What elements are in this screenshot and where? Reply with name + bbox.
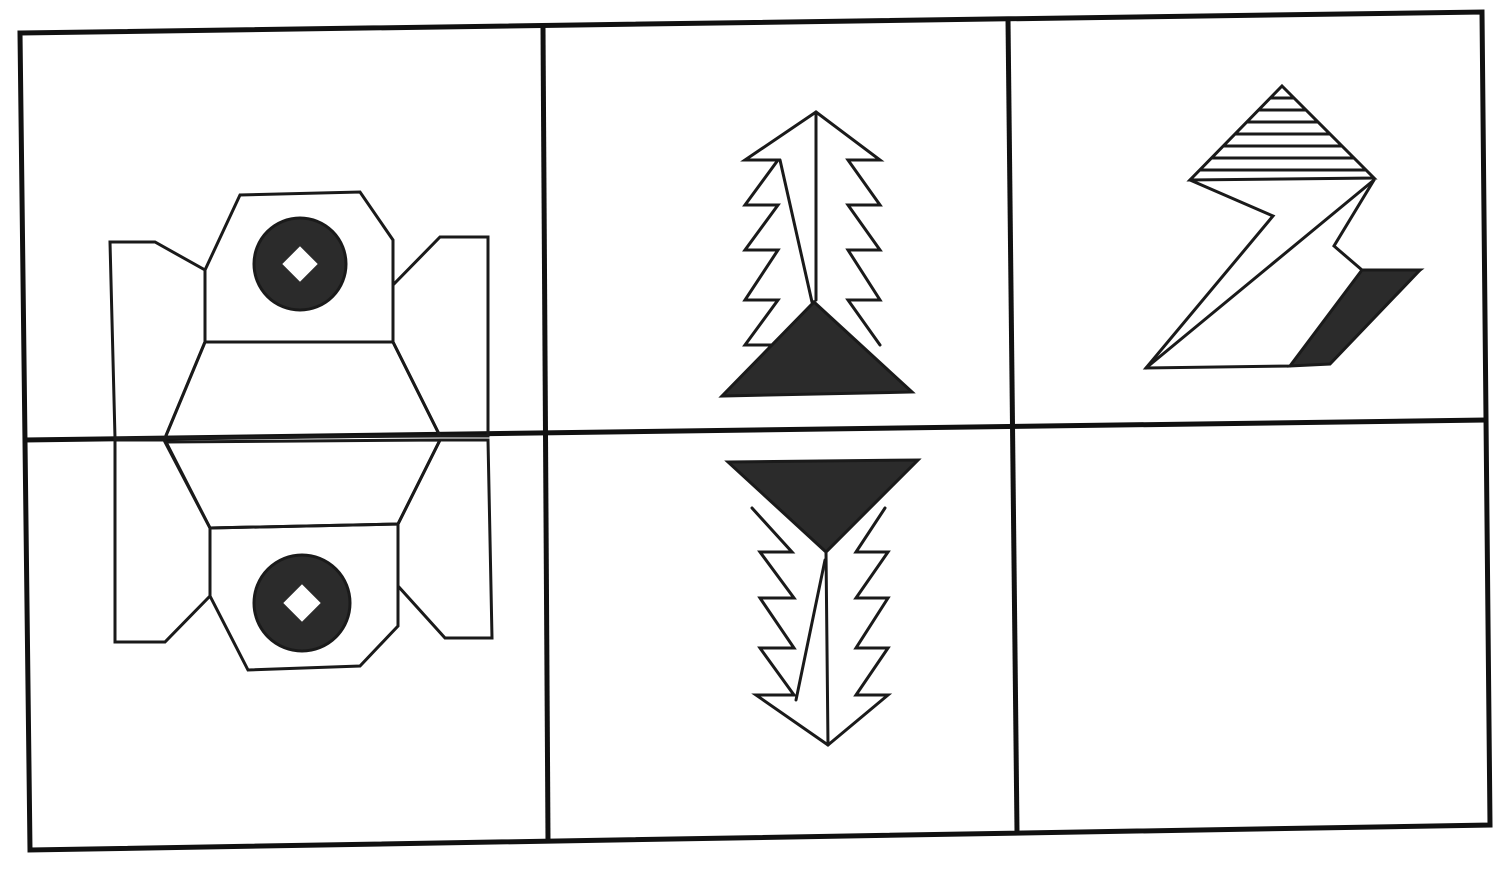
cell-r1c1-robot-top	[108, 190, 490, 440]
fern-right-zigzag-mirrored	[826, 506, 893, 747]
cell-r1c2-fern	[718, 110, 916, 398]
fern-left-zigzag	[740, 110, 818, 347]
robot-eye-diamond	[282, 246, 318, 282]
fern-solid-triangle-top	[724, 458, 922, 555]
bolt-diagonal	[1144, 178, 1376, 370]
robot-left-panel	[108, 240, 207, 440]
fern-left-diagonal	[778, 158, 814, 304]
fern-stem-mirrored	[824, 550, 830, 747]
cell-r1c3-bolt	[1142, 83, 1425, 370]
fern-right-diagonal-mirrored	[794, 558, 827, 702]
robot-left-panel-mirrored	[113, 438, 212, 644]
puzzle-grid	[17, 9, 1493, 853]
fern-solid-triangle	[718, 299, 916, 398]
robot-hex-body	[162, 340, 443, 440]
robot-hex-body-mirrored	[162, 438, 443, 530]
grid-frame	[17, 9, 1493, 853]
cell-r2c1-robot-bottom	[113, 438, 494, 672]
robot-right-panel-mirrored	[396, 438, 494, 640]
robot-eye-diamond-mirrored	[283, 584, 321, 622]
bolt-solid-parallelogram	[1286, 268, 1424, 368]
robot-right-panel	[391, 235, 490, 438]
fern-left-zigzag-mirrored	[750, 506, 830, 747]
bolt-stripes	[1190, 96, 1374, 172]
fern-right-zigzag	[814, 110, 885, 347]
cell-r2c2-fern-mirrored	[724, 458, 922, 747]
